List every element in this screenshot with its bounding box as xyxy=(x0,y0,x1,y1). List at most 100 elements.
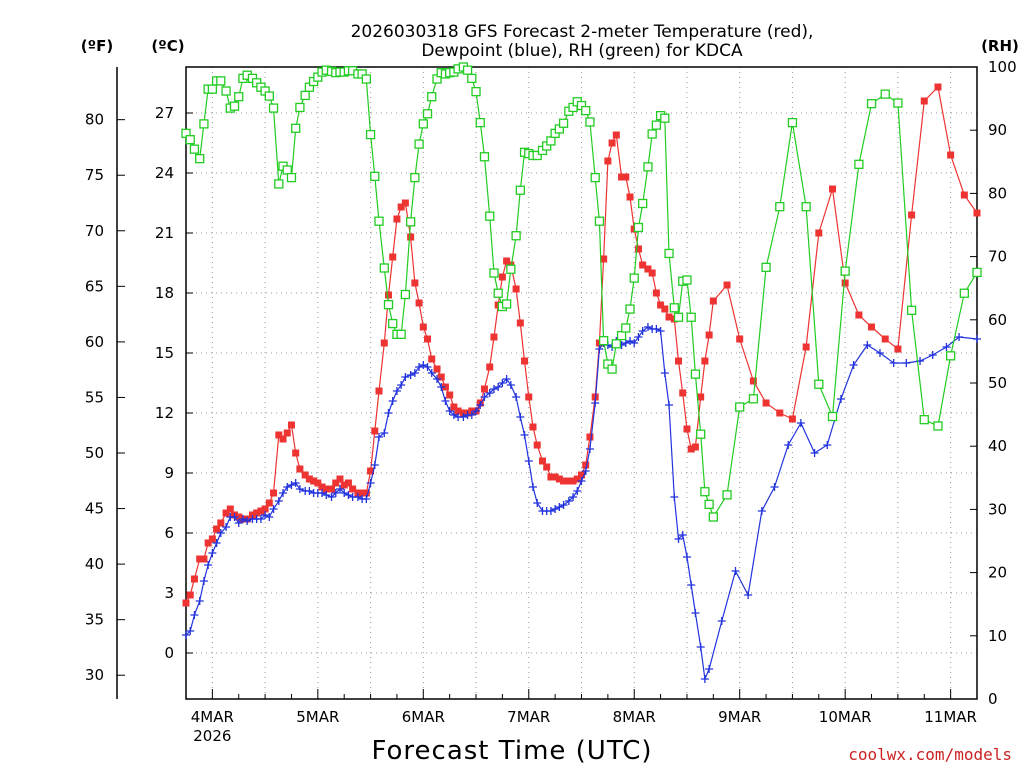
data-point xyxy=(678,531,687,539)
x-tick-label: 10MAR xyxy=(819,708,872,726)
data-point xyxy=(515,185,525,195)
data-point xyxy=(366,479,375,487)
data-point xyxy=(295,102,305,113)
data-point xyxy=(423,363,432,371)
data-point xyxy=(651,120,662,130)
data-point xyxy=(480,385,488,393)
data-point xyxy=(894,345,902,353)
data-point xyxy=(216,76,226,86)
data-point xyxy=(279,435,287,443)
x-tick-label: 9MAR xyxy=(718,708,761,726)
data-point xyxy=(388,397,397,405)
data-point xyxy=(841,279,849,287)
data-point xyxy=(471,86,481,97)
data-point xyxy=(501,299,512,309)
data-point xyxy=(480,393,489,401)
data-point xyxy=(748,394,759,404)
data-point xyxy=(533,441,541,449)
data-point xyxy=(611,339,621,349)
data-point xyxy=(336,475,344,483)
data-point xyxy=(291,123,301,133)
data-point xyxy=(665,313,673,321)
fahrenheit-tick-label: 80 xyxy=(85,111,104,129)
data-point xyxy=(656,327,665,335)
fahrenheit-tick-label: 45 xyxy=(85,500,104,518)
data-point xyxy=(520,431,529,439)
data-point xyxy=(735,402,745,412)
data-point xyxy=(305,487,314,495)
data-point xyxy=(590,172,600,183)
data-point xyxy=(437,383,446,391)
data-point xyxy=(516,413,525,421)
data-point xyxy=(344,491,353,499)
data-point xyxy=(362,495,371,503)
data-point xyxy=(516,319,524,327)
data-point xyxy=(866,99,877,109)
data-point xyxy=(629,273,639,283)
data-point xyxy=(441,397,450,405)
data-point xyxy=(643,162,653,172)
data-point xyxy=(418,119,428,129)
series xyxy=(181,62,982,683)
data-point xyxy=(644,265,652,273)
data-point xyxy=(216,529,225,537)
data-point xyxy=(379,263,389,273)
data-point xyxy=(788,415,796,423)
data-point xyxy=(400,289,411,300)
credit-link[interactable]: coolwx.com/models xyxy=(848,745,1012,764)
data-point xyxy=(212,539,221,547)
data-point xyxy=(585,117,595,127)
data-point xyxy=(594,216,605,226)
data-point xyxy=(489,385,498,393)
rh-tick-label: 20 xyxy=(988,564,1007,582)
data-point xyxy=(538,457,546,465)
data-point xyxy=(405,217,416,227)
data-point xyxy=(234,92,244,102)
data-point xyxy=(802,343,810,351)
data-point xyxy=(446,391,454,399)
data-point xyxy=(243,517,252,525)
data-point xyxy=(660,113,670,123)
data-point xyxy=(893,98,903,108)
data-point xyxy=(829,185,837,193)
fahrenheit-tick-label: 50 xyxy=(85,444,104,462)
data-point xyxy=(257,507,265,515)
data-point xyxy=(234,519,243,527)
data-point xyxy=(362,489,370,497)
data-point xyxy=(411,279,419,287)
data-point xyxy=(682,553,691,561)
data-point xyxy=(199,119,209,129)
data-point xyxy=(264,91,274,101)
data-point xyxy=(318,483,326,491)
data-point xyxy=(365,129,376,140)
data-point xyxy=(406,371,415,379)
data-point xyxy=(704,499,714,509)
data-point xyxy=(664,248,674,259)
data-point xyxy=(427,369,436,377)
data-point xyxy=(679,389,687,397)
rh-tick-label: 50 xyxy=(988,374,1007,392)
data-point xyxy=(648,269,656,277)
celsius-tick-label: 6 xyxy=(164,524,174,542)
rh-tick-label: 30 xyxy=(988,500,1007,518)
data-point xyxy=(287,421,295,429)
data-point xyxy=(683,425,691,433)
series-2-meter-temperature xyxy=(182,83,981,607)
data-point xyxy=(638,198,648,209)
data-point xyxy=(595,345,604,353)
data-point xyxy=(476,401,485,409)
data-point xyxy=(661,305,669,313)
data-point xyxy=(229,101,240,111)
data-point xyxy=(296,465,304,473)
data-point xyxy=(604,157,612,165)
data-point xyxy=(415,299,423,307)
data-point xyxy=(638,327,647,335)
data-point xyxy=(479,152,490,162)
x-axis-label: Forecast Time (UTC) xyxy=(371,736,652,766)
data-point xyxy=(265,513,274,521)
data-point xyxy=(700,487,710,497)
x-tick-label: 4MAR xyxy=(191,708,234,726)
data-point xyxy=(283,483,292,491)
data-point xyxy=(731,567,740,575)
